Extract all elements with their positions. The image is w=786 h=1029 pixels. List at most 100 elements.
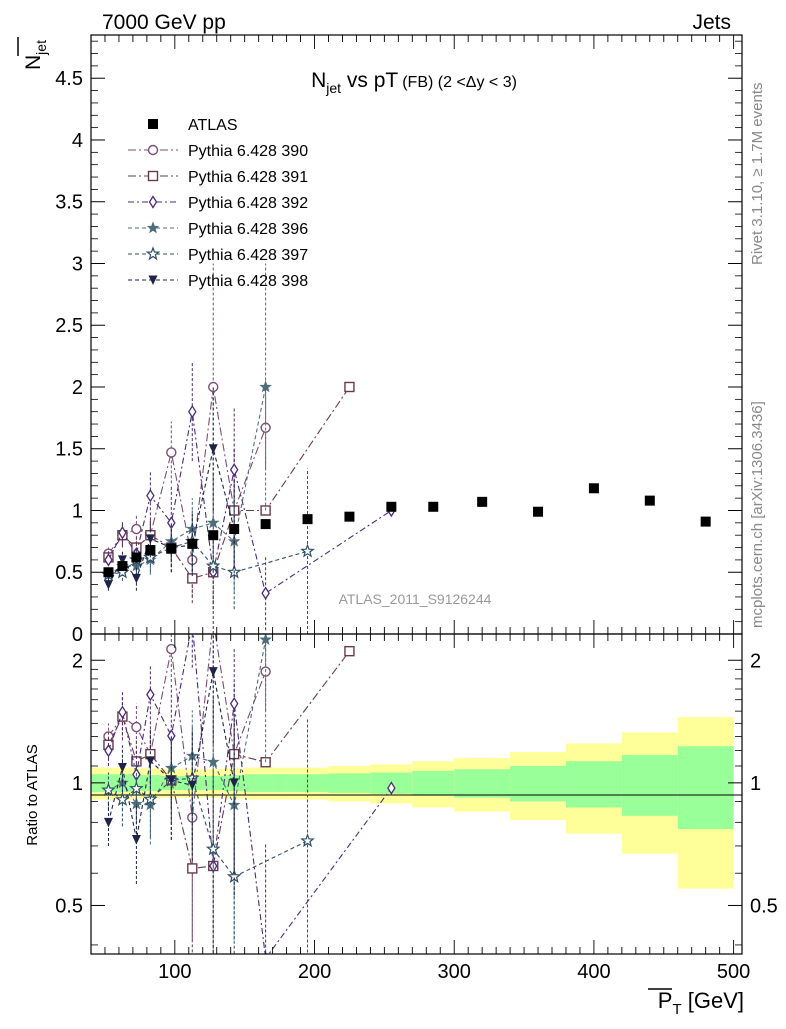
y-tick-label-lower-right: 0.5 <box>750 895 778 917</box>
title-subscript: jet <box>325 80 341 96</box>
atlas-point <box>344 511 355 522</box>
y-tick-label-upper: 2.5 <box>55 315 83 337</box>
atlas-point <box>117 561 128 572</box>
series-5-ratio-point <box>129 781 144 795</box>
atlas-point <box>700 516 711 527</box>
title-mid: vs pT <box>341 69 398 92</box>
legend: ATLAS Pythia 6.428 390 Pythia 6.428 391 Pyt… <box>128 117 308 290</box>
series-2-point <box>260 505 271 516</box>
series-6-ratio-point <box>229 778 239 788</box>
legend-label: Pythia 6.428 390 <box>188 143 308 160</box>
y-tick-label-upper: 4.5 <box>55 68 83 90</box>
legend-marker <box>148 195 158 209</box>
x-tick-label: 200 <box>298 961 331 983</box>
atlas-point <box>644 495 655 506</box>
series-6-ratio-point <box>103 817 113 828</box>
series-3-point <box>118 526 127 540</box>
atlas-point <box>260 519 271 530</box>
series-1-line-upper <box>108 386 267 561</box>
ratio-band-inner <box>677 746 734 830</box>
rivet-version-label: Rivet 3.1.10, ≥ 1.7M events <box>749 83 766 266</box>
ratio-band-inner <box>454 769 511 798</box>
x-tick-label: 100 <box>158 961 191 983</box>
atlas-point <box>302 514 313 525</box>
atlas-point <box>533 506 544 517</box>
legend-label: Pythia 6.428 391 <box>188 169 308 186</box>
series-2-point <box>344 381 355 393</box>
atlas-point <box>588 483 599 494</box>
series-6-point <box>117 555 127 565</box>
series-6-line-ratio <box>107 671 235 840</box>
atlas-point <box>229 524 240 535</box>
atlas-point <box>103 567 114 578</box>
series-5-point <box>300 543 315 558</box>
series-6-ratio-point <box>117 762 127 773</box>
series-6-ratio-point <box>145 756 155 766</box>
series-3-point <box>261 586 270 600</box>
x-axis-label: PT [GeV] <box>658 988 744 1018</box>
ylabel-main: N <box>22 55 45 70</box>
series-3-line-ratio <box>107 634 392 954</box>
y-tick-label-lower-right: 2 <box>750 650 761 672</box>
ylabel-subscript: jet <box>33 40 49 56</box>
series-6-ratio-point <box>166 775 176 786</box>
x-tick-label: 300 <box>438 961 471 983</box>
analysis-watermark: ATLAS_2011_S9126244 <box>339 591 492 607</box>
series-3-point <box>229 463 239 477</box>
y-tick-label-upper: 2 <box>72 377 83 399</box>
legend-label: ATLAS <box>188 117 238 134</box>
series-2-line-ratio <box>107 650 350 870</box>
legend-marker <box>147 144 159 156</box>
legend-marker <box>148 275 158 285</box>
series-2-ratio-point <box>344 645 355 657</box>
process-label: Jets <box>692 11 731 34</box>
series-5-point <box>205 558 221 573</box>
series-6-point <box>103 580 113 590</box>
series-6-point <box>208 444 218 454</box>
atlas-point <box>428 501 439 512</box>
y-axis-label-lower: Ratio to ATLAS <box>24 744 41 845</box>
y-axis-label-upper: Njet <box>22 40 49 70</box>
series-3-line-upper <box>107 411 392 595</box>
series-5-ratio-point <box>300 833 315 848</box>
series-2-line-upper <box>107 386 350 580</box>
y-tick-label-upper: 4 <box>72 130 83 152</box>
y-tick-label-upper: 1 <box>72 500 83 522</box>
x-tick-label: 500 <box>717 961 750 983</box>
atlas-point <box>477 496 488 507</box>
series-3-ratio-point <box>104 743 113 758</box>
series-1-point <box>208 381 219 393</box>
series-3-ratio-point <box>189 618 196 629</box>
series-6-ratio-point <box>131 835 141 845</box>
series-3-point <box>104 553 113 567</box>
y-tick-label-upper: 3.5 <box>55 192 83 214</box>
atlas-point <box>208 530 219 541</box>
series-4-ratio-point <box>259 634 272 646</box>
series-4-point <box>206 516 220 529</box>
series-6-point <box>131 573 141 584</box>
series-6-line-upper <box>107 448 235 585</box>
legend-label: Pythia 6.428 396 <box>188 221 308 238</box>
y-tick-label-lower: 1 <box>72 773 83 795</box>
ratio-band-inner <box>328 773 371 793</box>
series-3-ratio-point <box>229 696 239 711</box>
series-1-ratio-point <box>131 721 142 733</box>
xlabel-subscript: T <box>672 1001 681 1018</box>
y-tick-label-lower: 0.5 <box>55 895 83 917</box>
series-3-ratio-point <box>118 705 127 719</box>
series-1-point <box>131 523 142 535</box>
legend-marker <box>148 119 158 129</box>
plot-title: Njet vs pT (FB) (2 <Δy < 3) <box>311 69 517 96</box>
series-6-ratio-point <box>187 780 197 791</box>
series-6-point <box>145 534 155 544</box>
y-tick-label-lower-right: 1 <box>750 773 761 795</box>
y-tick-label-lower: 2 <box>72 650 83 672</box>
series-4-point <box>259 380 272 393</box>
series-1-point <box>166 447 177 458</box>
title-main: N <box>311 69 326 92</box>
mcplots-label: mcplots.cern.ch [arXiv:1306.3436] <box>749 401 766 628</box>
ratio-band-inner <box>244 774 287 792</box>
series-3-ratio-point <box>387 781 396 795</box>
